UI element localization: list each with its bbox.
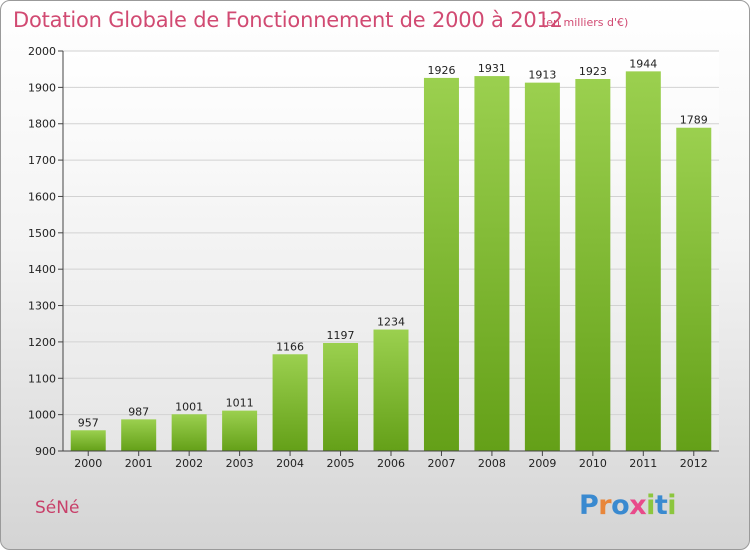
data-label: 1923 [579,65,607,78]
y-tick-label: 900 [35,445,56,458]
y-tick-label: 1800 [28,118,56,131]
x-tick-label: 2012 [680,457,708,470]
y-tick-label: 1700 [28,154,56,167]
data-label: 1789 [680,114,708,127]
logo-letter: i [646,490,655,521]
bar [171,414,207,451]
data-label: 1926 [427,64,455,77]
y-tick-label: 1100 [28,372,56,385]
x-tick-label: 2006 [377,457,405,470]
x-tick-label: 2010 [579,457,607,470]
logo-letter: x [629,490,647,521]
y-tick-label: 1000 [28,409,56,422]
bar [423,77,459,451]
x-tick-label: 2008 [478,457,506,470]
data-label: 1913 [528,69,556,82]
x-tick-label: 2005 [327,457,355,470]
x-tick-label: 2001 [125,457,153,470]
data-label: 1166 [276,340,304,353]
commune-name: SéNé [35,498,80,518]
bar [272,354,308,451]
data-label: 1001 [175,400,203,413]
bar [121,419,157,451]
chart-unit: (en milliers d'€) [542,16,629,29]
data-label: 987 [128,405,149,418]
bar [676,127,712,452]
y-tick-label: 1900 [28,81,56,94]
x-tick-label: 2000 [74,457,102,470]
bar [323,343,359,451]
y-tick-label: 1200 [28,336,56,349]
chart-title: Dotation Globale de Fonctionnement de 20… [13,8,563,32]
logo-letter: r [598,490,612,521]
x-tick-label: 2009 [528,457,556,470]
bar [70,430,106,451]
x-tick-label: 2011 [629,457,657,470]
logo-letter: t [654,490,668,521]
y-tick-label: 1300 [28,300,56,313]
x-tick-label: 2002 [175,457,203,470]
data-label: 1197 [327,329,355,342]
bar [373,329,409,451]
y-tick-label: 1500 [28,227,56,240]
y-tick-label: 2000 [28,45,56,58]
bar [222,410,258,451]
x-tick-label: 2003 [226,457,254,470]
y-tick-label: 1600 [28,190,56,203]
logo-letter: i [667,490,677,521]
bar [625,71,661,451]
proxiti-logo: Proxiti [579,490,677,521]
x-tick-label: 2004 [276,457,304,470]
bar [524,82,560,452]
data-label: 1234 [377,316,405,329]
data-label: 957 [78,416,99,429]
data-label: 1011 [226,397,254,410]
y-tick-label: 1400 [28,263,56,276]
bar [575,79,611,451]
logo-letter: P [579,490,599,521]
data-label: 1931 [478,62,506,75]
bar [474,76,510,451]
x-tick-label: 2007 [427,457,455,470]
data-label: 1944 [629,57,657,70]
logo-letter: o [611,490,630,521]
